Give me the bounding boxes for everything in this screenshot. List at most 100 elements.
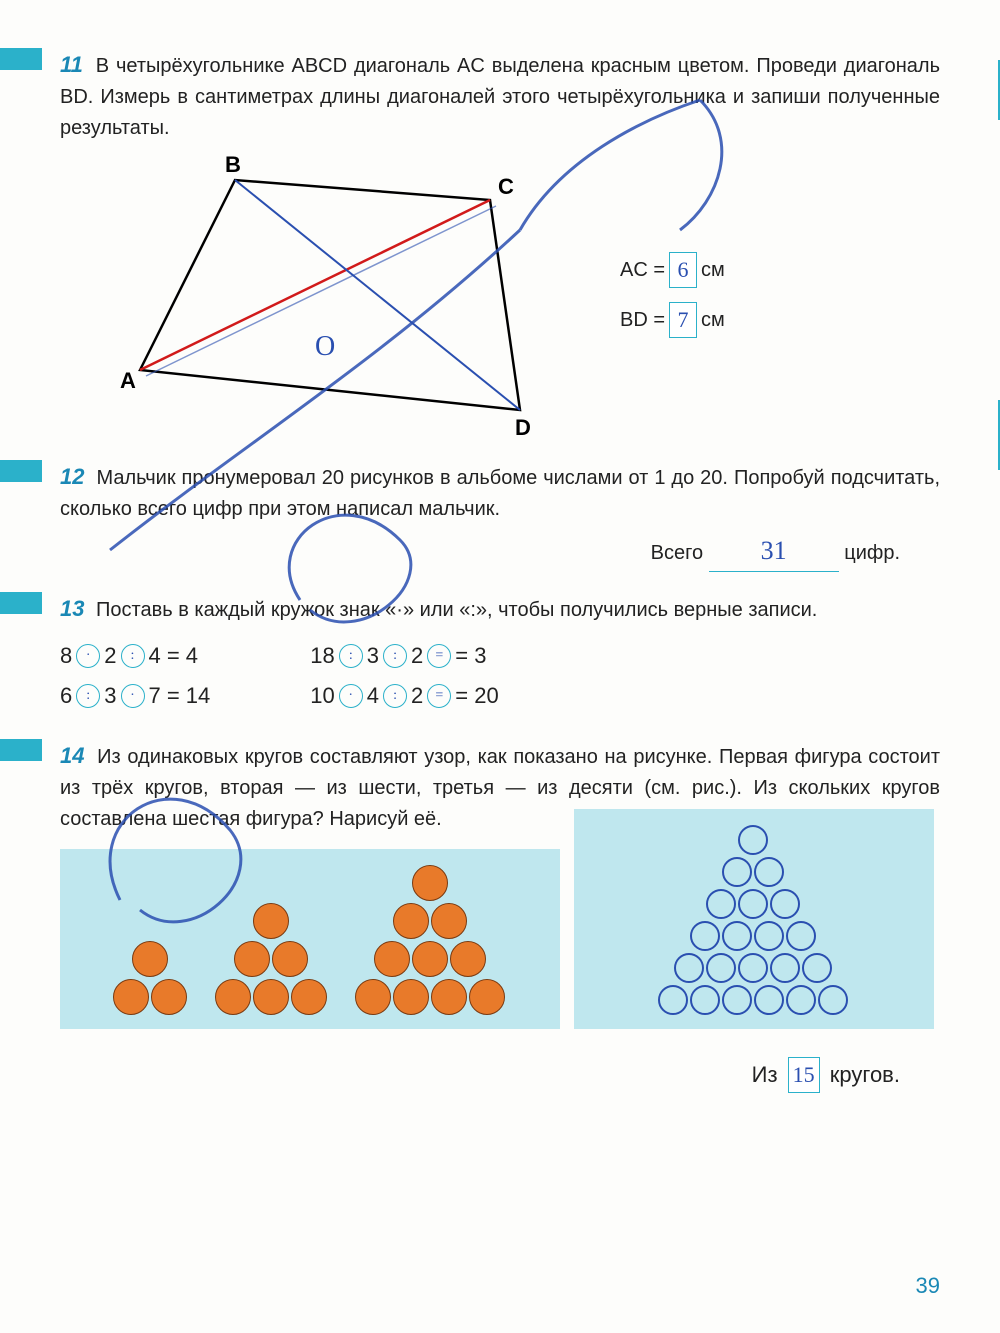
exercise-number: 13 <box>60 596 84 621</box>
hand-circle <box>786 985 816 1015</box>
filled-circle <box>393 979 429 1015</box>
figure-1 <box>113 941 189 1017</box>
hand-circle <box>722 985 752 1015</box>
exercise-tab <box>0 592 42 614</box>
hand-circle <box>786 921 816 951</box>
figures-row <box>60 849 940 1029</box>
exercise-14: 14 Из одинаковых кругов составляют узор,… <box>60 739 940 1093</box>
filled-circle <box>272 941 308 977</box>
ac-label: AC = <box>620 255 665 286</box>
result-unit: кругов. <box>830 1062 900 1087</box>
op-circle[interactable]: : <box>339 644 363 668</box>
equation-row: 6 : 3 · 7 = 14 <box>60 679 210 713</box>
op-circle[interactable]: = <box>427 644 451 668</box>
filled-circle <box>393 903 429 939</box>
label-d: D <box>515 415 531 440</box>
hand-circle <box>690 985 720 1015</box>
filled-circle <box>253 903 289 939</box>
filled-circle <box>113 979 149 1015</box>
label-a: A <box>120 368 136 393</box>
exercise-number: 14 <box>60 743 84 768</box>
equation-row: 18 : 3 : 2 = = 3 <box>310 639 498 673</box>
total-value[interactable]: 31 <box>709 531 839 572</box>
exercise-12-text: 12 Мальчик пронумеровал 20 рисунков в ал… <box>60 460 940 525</box>
answer-block: AC = 6 см BD = 7 см <box>620 246 725 344</box>
exercise-tab <box>0 739 42 761</box>
figure-2 <box>215 903 329 1017</box>
exercise-body: Мальчик пронумеровал 20 рисунков в альбо… <box>60 467 940 520</box>
hand-circle <box>818 985 848 1015</box>
hand-circle <box>706 889 736 919</box>
filled-circle <box>234 941 270 977</box>
exercise-13: 13 Поставь в каждый кружок знак «·» или … <box>60 592 940 718</box>
filled-circle <box>291 979 327 1015</box>
hand-circle <box>770 953 800 983</box>
equation-row: 10 · 4 : 2 = = 20 <box>310 679 498 713</box>
op-circle[interactable]: · <box>339 684 363 708</box>
hand-circle <box>738 889 768 919</box>
bd-value[interactable]: 7 <box>669 302 697 338</box>
hand-circle <box>770 889 800 919</box>
right-column: 18 : 3 : 2 = = 3 10 · 4 : 2 = = 20 <box>310 633 498 719</box>
hand-circle <box>738 825 768 855</box>
figure-6-handdrawn <box>658 825 850 1017</box>
hand-circle <box>706 953 736 983</box>
bd-unit: см <box>701 305 725 336</box>
op-circle[interactable]: · <box>121 684 145 708</box>
given-figures-panel <box>60 849 560 1029</box>
result-prefix: Из <box>752 1062 778 1087</box>
label-b: B <box>225 152 241 177</box>
exercise-11-text: 11 В четырёхугольнике ABCD диагональ AC … <box>60 48 940 144</box>
hand-circle <box>738 953 768 983</box>
filled-circle <box>132 941 168 977</box>
ac-unit: см <box>701 255 725 286</box>
filled-circle <box>412 865 448 901</box>
exercise-11: 11 В четырёхугольнике ABCD диагональ AC … <box>60 48 940 440</box>
op-circle[interactable]: = <box>427 684 451 708</box>
exercise-tab <box>0 460 42 482</box>
quadrilateral-diagram: A B C D O <box>60 150 580 440</box>
result-value[interactable]: 15 <box>788 1057 820 1093</box>
label-c: C <box>498 174 514 199</box>
hand-circle <box>802 953 832 983</box>
page-number: 39 <box>916 1269 940 1303</box>
op-circle[interactable]: : <box>383 684 407 708</box>
hand-circle <box>690 921 720 951</box>
filled-circle <box>431 903 467 939</box>
equation-row: 8 · 2 : 4 = 4 <box>60 639 210 673</box>
exercise-body: Поставь в каждый кружок знак «·» или «:»… <box>96 599 817 621</box>
op-circle[interactable]: : <box>383 644 407 668</box>
hand-circle <box>754 985 784 1015</box>
hand-circle <box>674 953 704 983</box>
hand-circle <box>658 985 688 1015</box>
exercise-13-text: 13 Поставь в каждый кружок знак «·» или … <box>60 592 940 626</box>
answer-figure-panel[interactable] <box>574 809 934 1029</box>
filled-circle <box>412 941 448 977</box>
filled-circle <box>469 979 505 1015</box>
exercise-number: 11 <box>60 52 83 77</box>
exercise-body: В четырёхугольнике ABCD диагональ AC выд… <box>60 55 940 139</box>
op-circle[interactable]: : <box>76 684 100 708</box>
exercise-tab <box>0 48 42 70</box>
hand-circle <box>754 857 784 887</box>
filled-circle <box>450 941 486 977</box>
hand-circle <box>722 921 752 951</box>
filled-circle <box>215 979 251 1015</box>
op-circle[interactable]: · <box>76 644 100 668</box>
hand-circle <box>722 857 752 887</box>
op-circle[interactable]: : <box>121 644 145 668</box>
ac-value[interactable]: 6 <box>669 252 697 288</box>
filled-circle <box>355 979 391 1015</box>
left-column: 8 · 2 : 4 = 4 6 : 3 · 7 = 14 <box>60 633 210 719</box>
exercise-number: 12 <box>60 464 84 489</box>
hand-circle <box>754 921 784 951</box>
filled-circle <box>374 941 410 977</box>
filled-circle <box>431 979 467 1015</box>
exercise-12: 12 Мальчик пронумеровал 20 рисунков в ал… <box>60 460 940 572</box>
bd-label: BD = <box>620 305 665 336</box>
total-unit: цифр. <box>844 542 900 564</box>
filled-circle <box>253 979 289 1015</box>
filled-circle <box>151 979 187 1015</box>
label-o: O <box>315 331 335 362</box>
total-label: Всего <box>651 542 703 564</box>
